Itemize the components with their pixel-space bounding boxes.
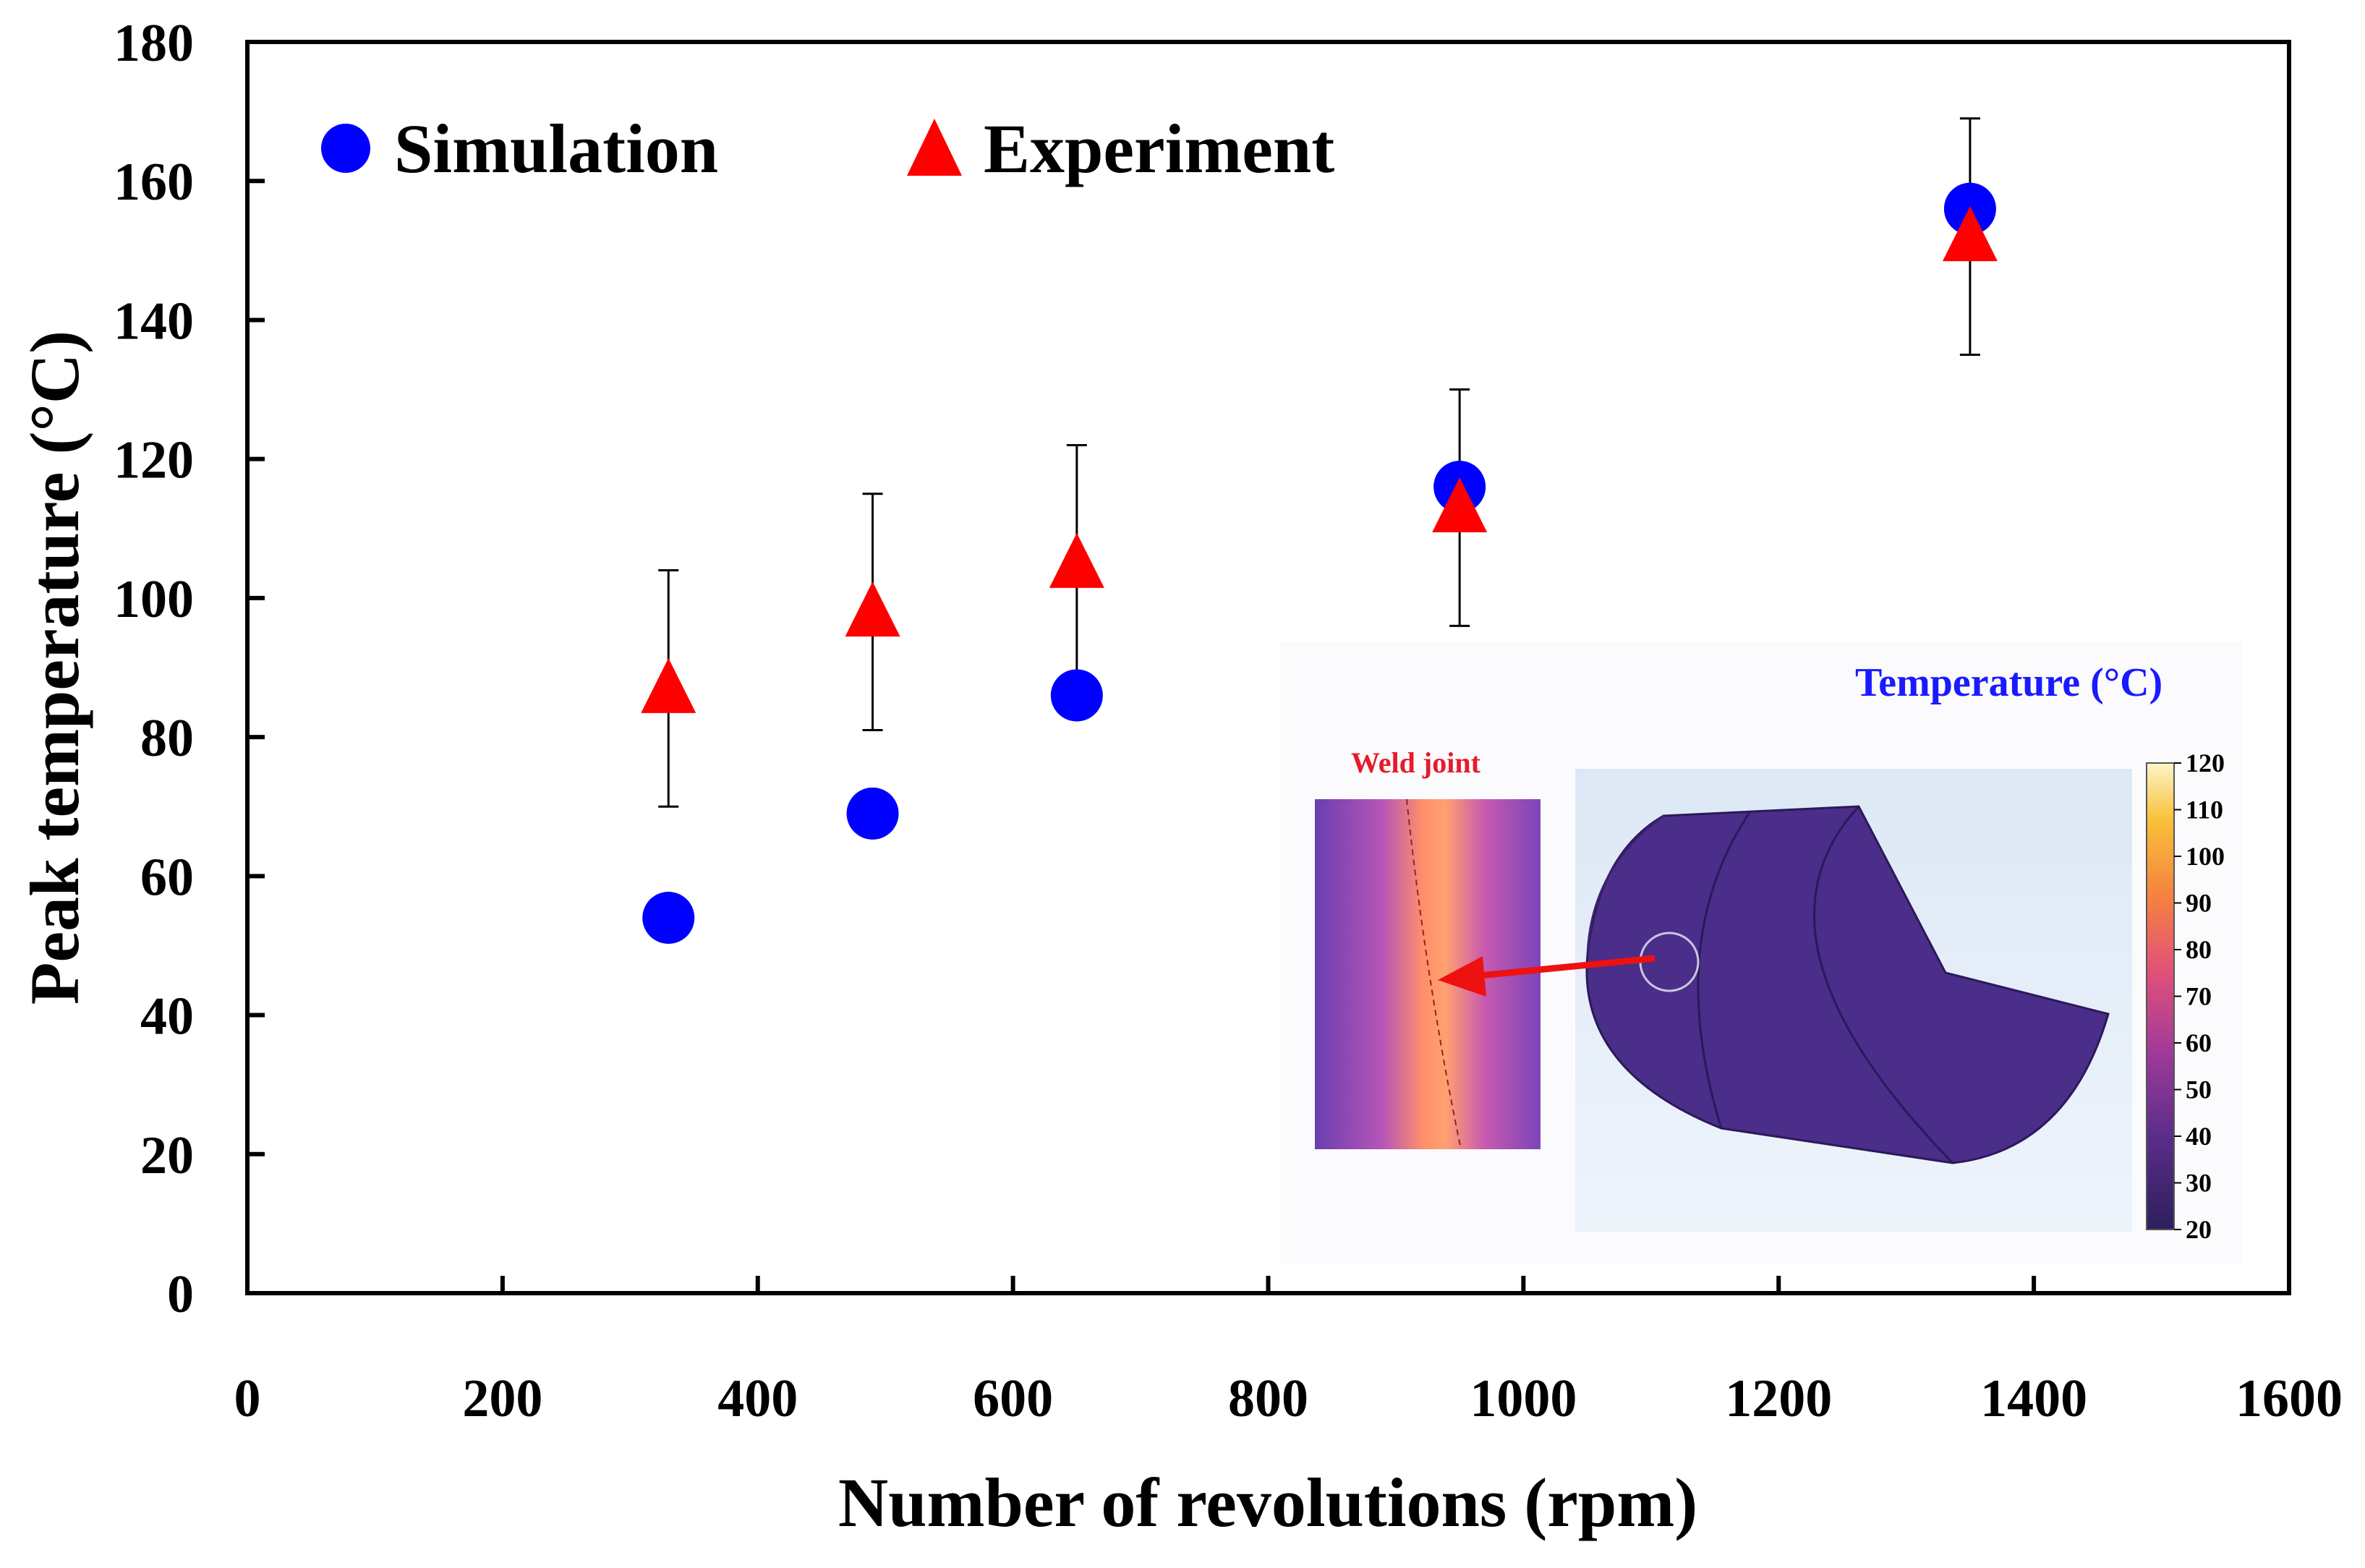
simulation-point — [642, 892, 695, 944]
legend-simulation-marker — [321, 124, 370, 173]
y-tick-label: 20 — [140, 1126, 194, 1185]
y-tick-label: 60 — [140, 848, 194, 907]
x-tick-label: 1200 — [1725, 1369, 1832, 1428]
weld-pointer-arrow — [1438, 955, 1656, 997]
inset-title: Temperature (°C) — [1855, 660, 2162, 705]
y-tick-label: 140 — [114, 291, 194, 351]
x-tick-label: 400 — [717, 1369, 798, 1428]
y-tick-label: 0 — [167, 1265, 194, 1324]
colorbar-tick-label: 70 — [2186, 982, 2212, 1011]
x-tick-label: 600 — [973, 1369, 1053, 1428]
x-tick-label: 800 — [1228, 1369, 1308, 1428]
y-tick-label: 180 — [114, 14, 194, 73]
colorbar-tick-label: 90 — [2186, 889, 2212, 918]
x-tick-label: 1400 — [1980, 1369, 2087, 1428]
y-tick-label: 100 — [114, 570, 194, 629]
weld-joint-label: Weld joint — [1351, 746, 1481, 779]
colorbar-tick-label: 30 — [2186, 1169, 2212, 1198]
colorbar-ticks: 20 30 40 50 60 70 80 90 100 110 120 — [2174, 749, 2225, 1244]
colorbar-tick-label: 50 — [2186, 1075, 2212, 1104]
experiment-point — [1432, 477, 1488, 532]
experiment-point — [1049, 532, 1104, 588]
y-axis: 0 20 40 60 80 100 120 140 160 180 — [114, 14, 265, 1324]
x-axis-title: Number of revolutions (rpm) — [838, 1464, 1697, 1541]
legend-simulation-label: Simulation — [394, 110, 718, 187]
cylinder-model — [1575, 769, 2132, 1232]
y-tick-label: 120 — [114, 431, 194, 490]
colorbar-tick-label: 60 — [2186, 1028, 2212, 1057]
y-axis-title: Peak temperature (°C) — [16, 331, 93, 1005]
simulation-point — [1050, 669, 1103, 722]
temperature-inset: Temperature (°C) Weld joint 20 30 40 50 60 70… — [1280, 642, 2242, 1264]
colorbar — [2146, 762, 2175, 1230]
colorbar-tick-label: 100 — [2186, 842, 2225, 871]
legend-experiment-marker — [907, 119, 962, 176]
colorbar-tick-label: 110 — [2186, 796, 2223, 825]
y-tick-label: 160 — [114, 153, 194, 212]
experiment-point — [1942, 206, 1998, 262]
y-tick-label: 40 — [140, 987, 194, 1047]
colorbar-tick-label: 80 — [2186, 935, 2212, 964]
x-tick-label: 200 — [462, 1369, 542, 1428]
colorbar-tick-label: 40 — [2186, 1122, 2212, 1151]
colorbar-tick-label: 120 — [2186, 749, 2225, 777]
legend-experiment-label: Experiment — [984, 110, 1334, 187]
x-tick-label: 1000 — [1470, 1369, 1577, 1428]
data-markers — [641, 182, 1998, 944]
x-tick-label: 1600 — [2236, 1369, 2343, 1428]
y-tick-label: 80 — [140, 709, 194, 768]
experiment-point — [845, 581, 900, 637]
legend: Simulation Experiment — [321, 110, 1334, 187]
colorbar-tick-label: 20 — [2186, 1215, 2212, 1244]
x-tick-label: 0 — [234, 1369, 261, 1428]
simulation-point — [846, 787, 899, 840]
x-axis: 0 200 400 600 800 1000 1200 1400 1600 — [234, 1276, 2343, 1428]
experiment-point — [641, 657, 696, 713]
